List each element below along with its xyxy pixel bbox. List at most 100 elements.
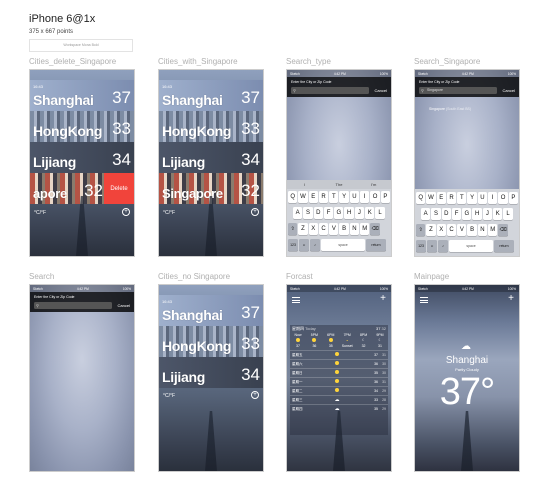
city-row-singapore-swiped[interactable]: apore 32	[30, 173, 106, 204]
key[interactable]: U	[349, 191, 360, 203]
key[interactable]: V	[329, 223, 339, 235]
key[interactable]: O	[498, 192, 508, 204]
key[interactable]: B	[467, 224, 477, 236]
city-row-shanghai[interactable]: 16:43 Shanghai 37	[159, 80, 263, 111]
cloud-icon: ☁	[461, 341, 471, 352]
unit-toggle[interactable]: °C/°F	[163, 393, 176, 399]
key[interactable]: X	[436, 224, 446, 236]
key[interactable]: A	[421, 208, 431, 220]
space-key[interactable]: space	[321, 239, 365, 251]
key[interactable]: I	[488, 192, 498, 204]
key[interactable]: N	[349, 223, 360, 235]
key[interactable]: Z	[426, 224, 436, 236]
return-key[interactable]: return	[366, 239, 386, 251]
key[interactable]: P	[508, 192, 518, 204]
key[interactable]: S	[431, 208, 441, 220]
search-input[interactable]: ⚲	[34, 302, 112, 309]
key[interactable]: Q	[416, 192, 426, 204]
city-row-shanghai[interactable]: 16:43 Shanghai 37	[159, 295, 263, 326]
key[interactable]: K	[493, 208, 503, 220]
key-row-2: A S D F G H J K L	[293, 207, 385, 219]
city-row-lijiang[interactable]: Lijiang 34	[159, 357, 263, 388]
key[interactable]: R	[446, 192, 457, 204]
key[interactable]: A	[293, 207, 303, 219]
key[interactable]: E	[308, 191, 318, 203]
key[interactable]: D	[441, 208, 451, 220]
mic-key-icon[interactable]: ♪	[310, 239, 320, 251]
key[interactable]: Q	[288, 191, 298, 203]
suggestion[interactable]: I	[303, 182, 305, 187]
globe-key-icon[interactable]: ☺	[299, 239, 309, 251]
numbers-key[interactable]: 123	[288, 239, 298, 251]
city-row-hongkong[interactable]: HongKong 33	[159, 326, 263, 357]
key[interactable]: Y	[467, 192, 477, 204]
key[interactable]: L	[503, 208, 513, 220]
key[interactable]: Z	[298, 223, 308, 235]
key[interactable]: J	[482, 208, 493, 220]
key[interactable]: E	[436, 192, 446, 204]
key[interactable]: X	[308, 223, 318, 235]
key[interactable]: P	[380, 191, 390, 203]
city-row-hongkong[interactable]: HongKong 33	[159, 111, 263, 142]
city-row-lijiang[interactable]: Lijiang 34	[30, 142, 134, 173]
key[interactable]: R	[318, 191, 329, 203]
key[interactable]: G	[462, 208, 472, 220]
key[interactable]: L	[375, 207, 385, 219]
suggestion[interactable]: I'm	[371, 182, 377, 187]
key[interactable]: Y	[339, 191, 349, 203]
cancel-button[interactable]: Cancel	[117, 303, 130, 308]
add-icon[interactable]: +	[380, 293, 386, 304]
city-row-shanghai[interactable]: 16:43 Shanghai 37	[30, 80, 134, 111]
key[interactable]: T	[457, 192, 467, 204]
suggestion[interactable]: The	[335, 182, 343, 187]
key[interactable]: W	[426, 192, 436, 204]
key[interactable]: G	[334, 207, 344, 219]
key[interactable]: T	[329, 191, 339, 203]
delete-button[interactable]: Delete	[104, 173, 134, 204]
cancel-button[interactable]: Cancel	[502, 88, 515, 93]
key[interactable]: V	[457, 224, 467, 236]
key[interactable]: C	[446, 224, 457, 236]
unit-toggle[interactable]: °C/°F	[163, 210, 176, 216]
menu-icon[interactable]	[420, 297, 428, 305]
key[interactable]: I	[360, 191, 370, 203]
key[interactable]: M	[488, 224, 498, 236]
add-city-icon[interactable]: +	[122, 208, 130, 216]
search-input[interactable]: ⚲ Singapore	[419, 87, 497, 94]
key[interactable]: H	[344, 207, 354, 219]
city-row-lijiang[interactable]: Lijiang 34	[159, 142, 263, 173]
search-input[interactable]: ⚲	[291, 87, 369, 94]
menu-icon[interactable]	[292, 297, 300, 305]
city-time: 16:43	[162, 299, 173, 304]
key[interactable]: S	[303, 207, 313, 219]
key[interactable]: J	[354, 207, 365, 219]
shift-key-icon[interactable]: ⇧	[416, 224, 426, 236]
mic-key-icon[interactable]: ♪	[438, 240, 448, 252]
key[interactable]: K	[365, 207, 375, 219]
key[interactable]: B	[339, 223, 349, 235]
backspace-key-icon[interactable]: ⌫	[498, 224, 508, 236]
key[interactable]: U	[477, 192, 488, 204]
cancel-button[interactable]: Cancel	[374, 88, 387, 93]
key[interactable]: D	[313, 207, 323, 219]
add-icon[interactable]: +	[508, 293, 514, 304]
city-row-hongkong[interactable]: HongKong 33	[30, 111, 134, 142]
key[interactable]: H	[472, 208, 482, 220]
backspace-key-icon[interactable]: ⌫	[370, 223, 380, 235]
numbers-key[interactable]: 123	[416, 240, 426, 252]
globe-key-icon[interactable]: ☺	[427, 240, 437, 252]
key[interactable]: W	[298, 191, 308, 203]
shift-key-icon[interactable]: ⇧	[288, 223, 298, 235]
space-key[interactable]: space	[449, 240, 493, 252]
key[interactable]: N	[477, 224, 488, 236]
key[interactable]: F	[323, 207, 334, 219]
add-city-icon[interactable]: +	[251, 391, 259, 399]
key[interactable]: M	[360, 223, 370, 235]
search-result[interactable]: Singapore (South East BS)	[429, 107, 471, 111]
return-key[interactable]: return	[494, 240, 514, 252]
key[interactable]: F	[451, 208, 462, 220]
unit-toggle[interactable]: °C/°F	[34, 210, 47, 216]
key[interactable]: O	[370, 191, 380, 203]
key[interactable]: C	[318, 223, 329, 235]
add-city-icon[interactable]: +	[251, 208, 259, 216]
